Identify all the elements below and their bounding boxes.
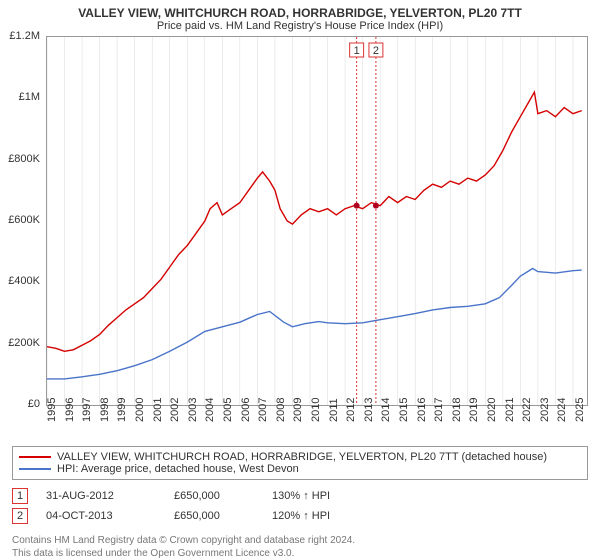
chart-title: VALLEY VIEW, WHITCHURCH ROAD, HORRABRIDG… [0, 0, 600, 20]
footer-attribution: Contains HM Land Registry data © Crown c… [12, 534, 588, 560]
x-tick-label: 1995 [46, 398, 58, 422]
x-tick-label: 2016 [416, 398, 428, 422]
y-tick-label: £600K [8, 214, 40, 226]
event-index-box: 1 [12, 488, 28, 504]
x-tick-label: 1999 [116, 398, 128, 422]
event-point-2 [373, 203, 379, 209]
x-tick-label: 2019 [468, 398, 480, 422]
x-tick-label: 2015 [398, 398, 410, 422]
x-tick-label: 2023 [539, 398, 551, 422]
x-tick-label: 2017 [433, 398, 445, 422]
x-tick-label: 2010 [310, 398, 322, 422]
x-tick-label: 2021 [504, 398, 516, 422]
x-tick-label: 2001 [152, 398, 164, 422]
y-axis-labels: £0£200K£400K£600K£800K£1M£1.2M [0, 36, 46, 404]
event-price: £650,000 [174, 510, 254, 522]
x-tick-label: 1998 [99, 398, 111, 422]
x-tick-label: 2007 [257, 398, 269, 422]
y-tick-label: £200K [8, 337, 40, 349]
x-tick-label: 1996 [64, 398, 76, 422]
y-tick-label: £1M [19, 91, 40, 103]
x-tick-label: 2002 [169, 398, 181, 422]
x-tick-label: 2013 [363, 398, 375, 422]
x-tick-label: 1997 [81, 398, 93, 422]
svg-text:2: 2 [373, 45, 379, 57]
event-index-box: 2 [12, 508, 28, 524]
x-tick-label: 2020 [486, 398, 498, 422]
y-tick-label: £400K [8, 275, 40, 287]
x-tick-label: 2011 [328, 398, 340, 422]
x-tick-label: 2025 [574, 398, 586, 422]
event-price: £650,000 [174, 490, 254, 502]
x-tick-label: 2008 [275, 398, 287, 422]
series-subject [47, 92, 582, 351]
x-tick-label: 2003 [187, 398, 199, 422]
x-axis-labels: 1995199619971998199920002001200220032004… [46, 406, 588, 446]
y-tick-label: £0 [28, 398, 40, 410]
x-tick-label: 2018 [451, 398, 463, 422]
event-hpi-delta: 130% ↑ HPI [272, 490, 330, 502]
event-table: 1 31-AUG-2012 £650,000 130% ↑ HPI 2 04-OCT-20… [12, 486, 588, 526]
legend-swatch [19, 456, 51, 458]
x-tick-label: 2006 [240, 398, 252, 422]
footer-line-2: This data is licensed under the Open Gov… [12, 547, 588, 560]
x-tick-label: 2014 [380, 398, 392, 422]
event-row-2: 2 04-OCT-2013 £650,000 120% ↑ HPI [12, 506, 588, 526]
legend-row-hpi: HPI: Average price, detached house, West… [19, 463, 581, 475]
svg-text:1: 1 [354, 45, 360, 57]
x-tick-label: 2022 [521, 398, 533, 422]
legend-swatch [19, 468, 51, 470]
legend-row-subject: VALLEY VIEW, WHITCHURCH ROAD, HORRABRIDG… [19, 451, 581, 463]
y-tick-label: £800K [8, 153, 40, 165]
y-tick-label: £1.2M [9, 30, 40, 42]
legend-label: VALLEY VIEW, WHITCHURCH ROAD, HORRABRIDG… [57, 451, 547, 463]
legend-label: HPI: Average price, detached house, West… [57, 463, 299, 475]
event-date: 04-OCT-2013 [46, 510, 156, 522]
event-date: 31-AUG-2012 [46, 490, 156, 502]
x-tick-label: 2009 [292, 398, 304, 422]
x-tick-label: 2000 [134, 398, 146, 422]
footer-line-1: Contains HM Land Registry data © Crown c… [12, 534, 588, 547]
x-tick-label: 2012 [345, 398, 357, 422]
event-row-1: 1 31-AUG-2012 £650,000 130% ↑ HPI [12, 486, 588, 506]
chart-subtitle: Price paid vs. HM Land Registry's House … [0, 20, 600, 34]
x-tick-label: 2005 [222, 398, 234, 422]
event-point-1 [354, 203, 360, 209]
chart-plot-area: 12 [46, 36, 588, 406]
series-hpi [47, 269, 582, 379]
legend: VALLEY VIEW, WHITCHURCH ROAD, HORRABRIDG… [12, 446, 588, 480]
x-tick-label: 2004 [204, 398, 216, 422]
x-tick-label: 2024 [556, 398, 568, 422]
event-hpi-delta: 120% ↑ HPI [272, 510, 330, 522]
